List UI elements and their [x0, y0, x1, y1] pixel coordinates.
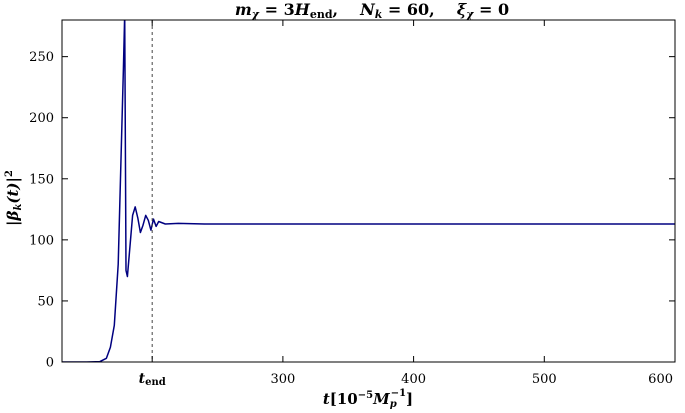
x-axis-label: t[10−5Mp−1]: [323, 388, 413, 410]
y-tick-label: 150: [29, 172, 54, 187]
y-tick-label: 100: [29, 233, 54, 248]
y-tick-label: 250: [29, 50, 54, 65]
y-tick-label: 0: [46, 356, 54, 371]
y-axis-label: |βk(t)|2: [4, 170, 24, 226]
y-tick-label: 200: [29, 111, 54, 126]
x-tick-label: 300: [270, 372, 295, 387]
y-tick-label: 50: [37, 294, 54, 309]
x-axis-ticks: 300 400 500 600: [151, 20, 676, 387]
t-end-tick-label: tend: [139, 371, 166, 388]
y-axis-ticks: 0 50 100 150 200 250: [29, 50, 675, 371]
beta-k-series-line: [62, 20, 675, 362]
x-tick-label: 500: [532, 372, 557, 387]
x-tick-label: 400: [401, 372, 426, 387]
x-tick-label: 600: [648, 372, 673, 387]
chart-title: mχ = 3Hend, Nk = 60, ξχ = 0: [235, 0, 509, 21]
plot-frame: [61, 19, 676, 363]
